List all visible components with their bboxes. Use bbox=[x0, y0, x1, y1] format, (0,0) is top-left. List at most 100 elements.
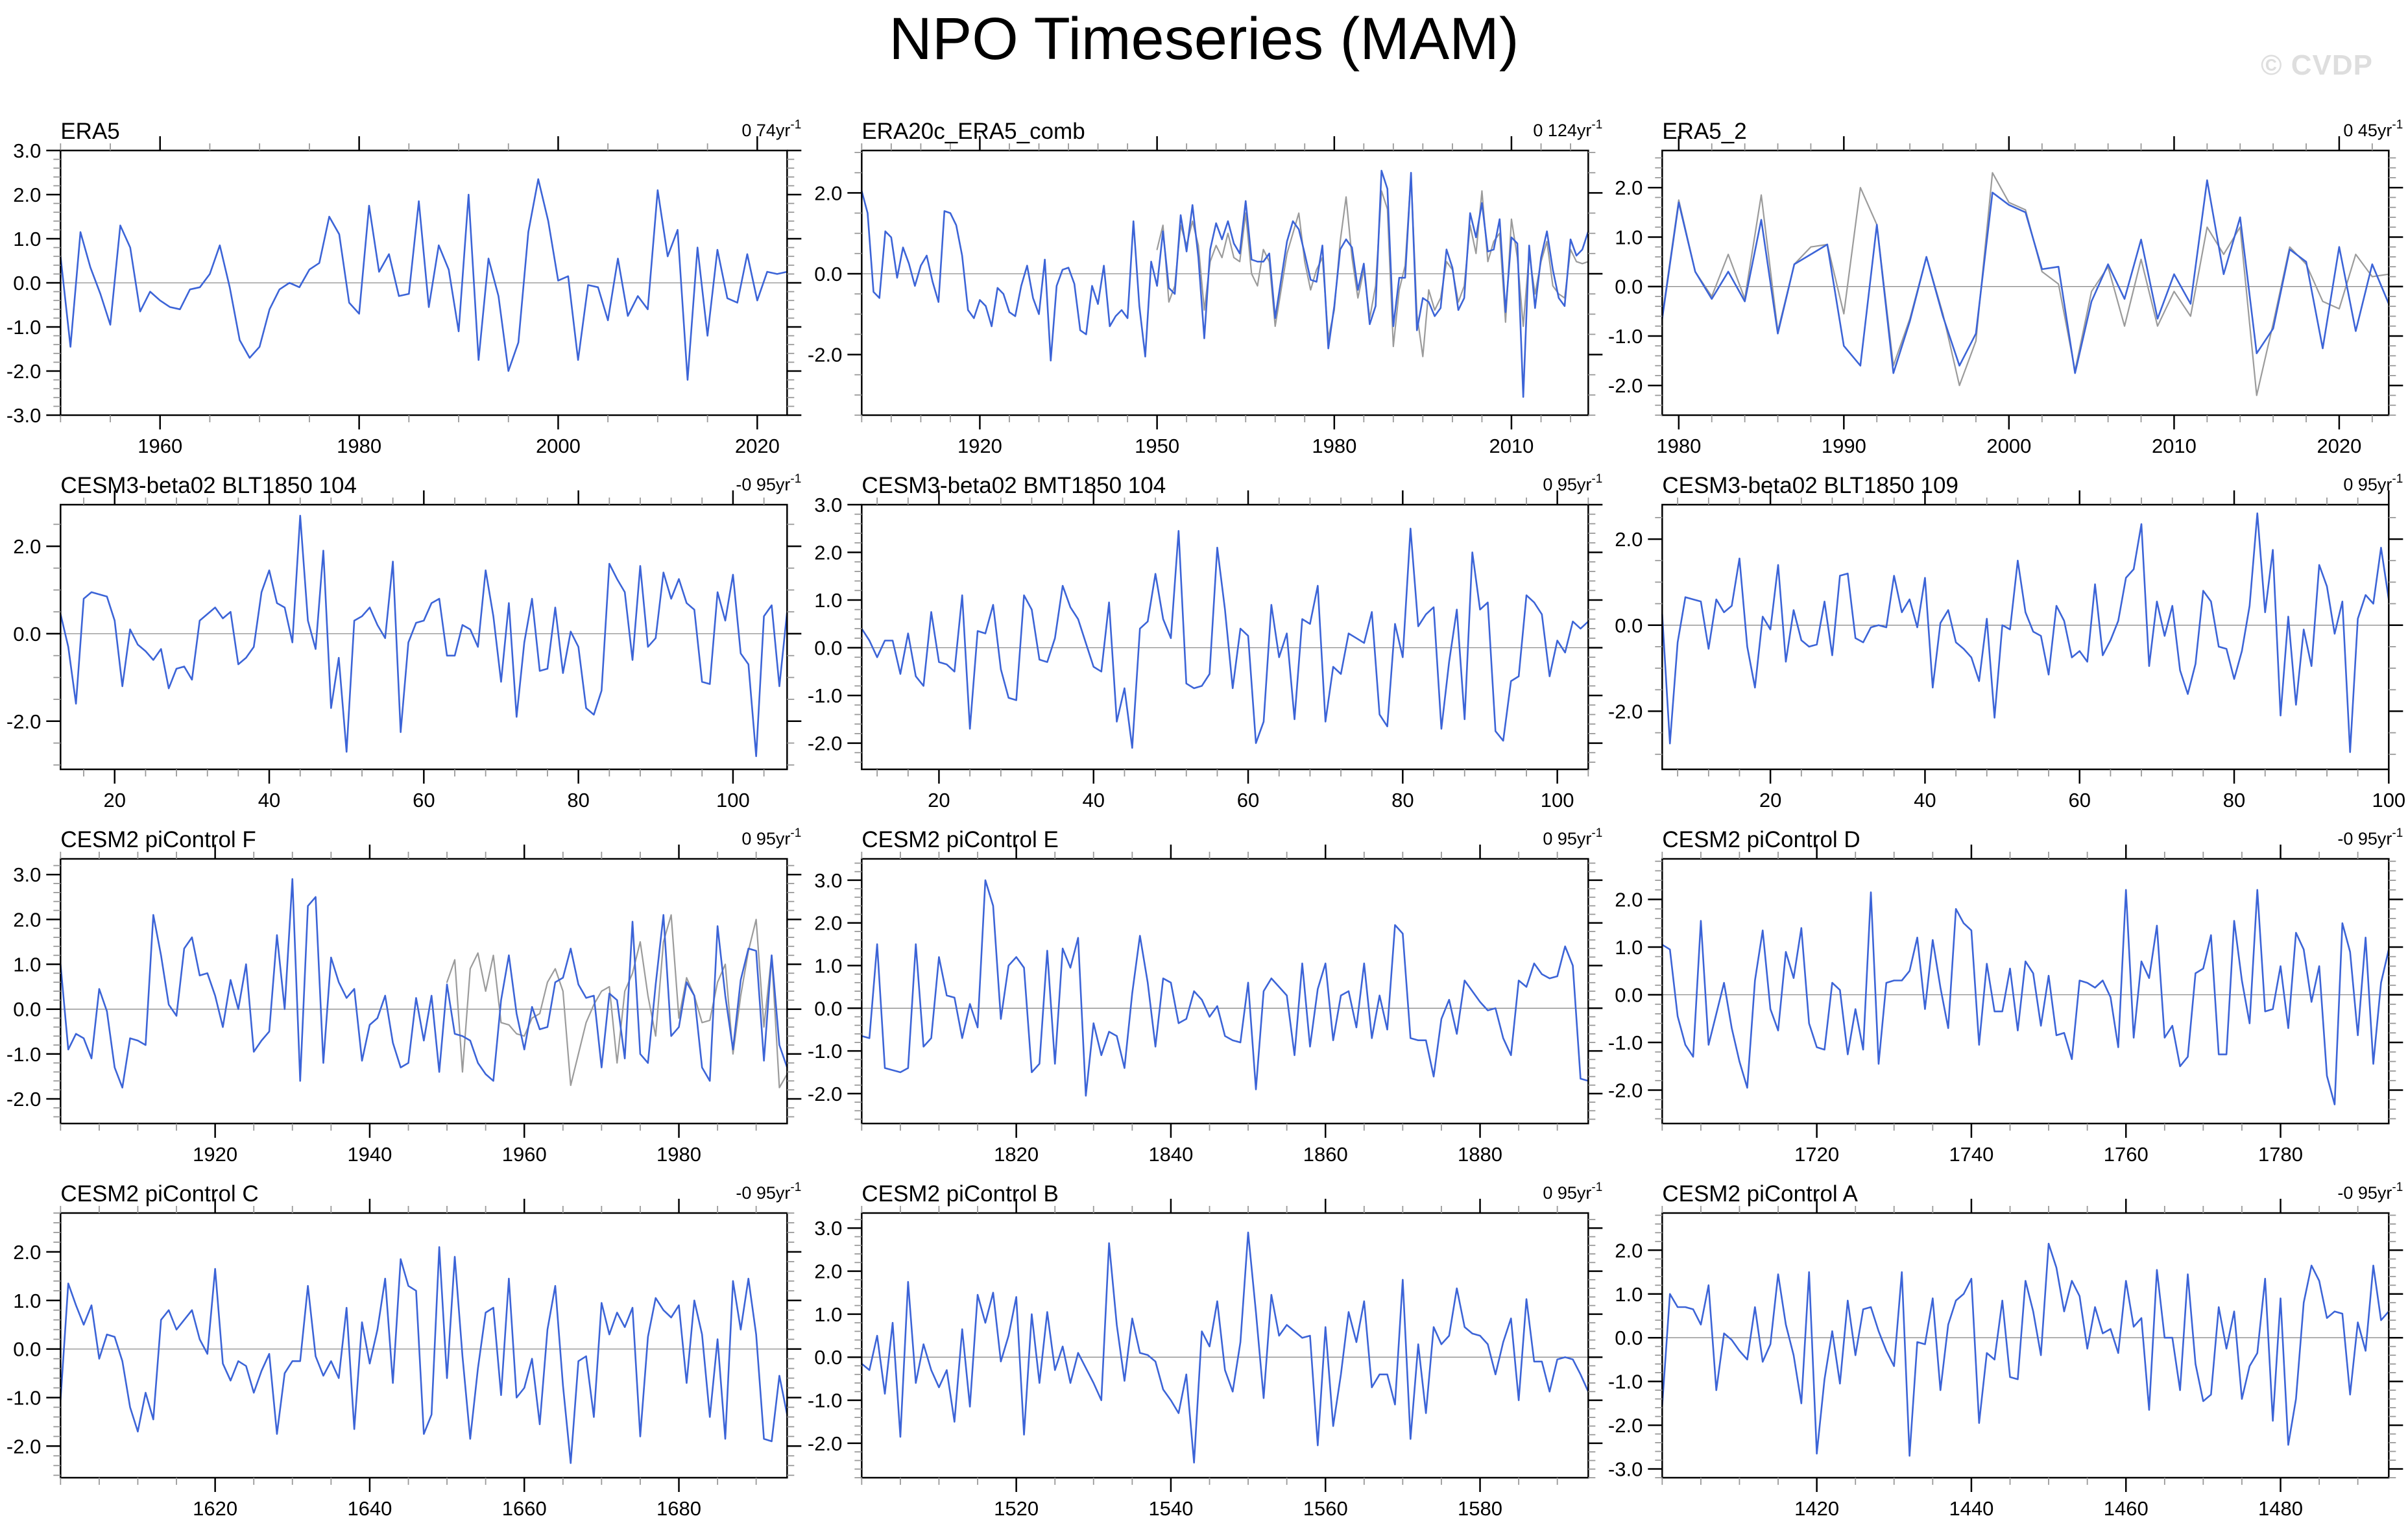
panel-title: ERA5 bbox=[60, 119, 119, 144]
x-tick-label: 1880 bbox=[1458, 1143, 1502, 1166]
trend-annotation: 0 95yr-1 bbox=[1543, 1181, 1602, 1203]
x-tick-label: 20 bbox=[1759, 789, 1781, 812]
x-tick-label: 40 bbox=[1082, 789, 1104, 812]
y-tick-label: 1.0 bbox=[1615, 226, 1643, 249]
y-tick-label: 1.0 bbox=[13, 228, 41, 250]
y-tick-label: -2.0 bbox=[808, 732, 842, 755]
chart-panel-9: 1720 1740 1760 1780 2.0 1.0 0.0 -1.0 -2.0 CESM2 p… bbox=[1608, 826, 2403, 1166]
y-tick-label: -2.0 bbox=[1608, 1079, 1643, 1102]
y-tick-label: 3.0 bbox=[13, 139, 41, 162]
y-tick-label: 3.0 bbox=[814, 1217, 842, 1240]
x-tick-label: 1940 bbox=[347, 1143, 392, 1166]
x-tick-label: 80 bbox=[567, 789, 589, 812]
y-tick-label: 2.0 bbox=[13, 535, 41, 558]
y-tick-label: 1.0 bbox=[13, 954, 41, 976]
y-tick-label: -2.0 bbox=[6, 360, 41, 383]
x-tick-label: 1980 bbox=[1657, 435, 1702, 457]
x-tick-label: 80 bbox=[1391, 789, 1414, 812]
chart-panel-4: 20 40 60 80 100 2.0 0.0 -2.0 CESM3-beta02 BLT185… bbox=[6, 472, 802, 812]
chart-panel-11: 1520 1540 1560 1580 3.0 2.0 1.0 0.0 -1.0 -2.0 CESM… bbox=[808, 1181, 1602, 1520]
y-tick-label: -3.0 bbox=[1608, 1458, 1643, 1481]
panel-title: CESM2 piControl A bbox=[1663, 1181, 1859, 1207]
y-tick-label: 2.0 bbox=[814, 912, 842, 935]
x-tick-label: 2020 bbox=[2317, 435, 2362, 457]
x-tick-label: 20 bbox=[928, 789, 950, 812]
y-tick-label: 1.0 bbox=[814, 1303, 842, 1326]
y-tick-label: 0.0 bbox=[814, 1346, 842, 1369]
x-tick-label: 1720 bbox=[1794, 1143, 1839, 1166]
plot-box bbox=[1661, 149, 2390, 416]
y-tick-label: -1.0 bbox=[808, 684, 842, 707]
chart-panel-10: 1620 1640 1660 1680 2.0 1.0 0.0 -1.0 -2.0 CESM2 p… bbox=[6, 1181, 802, 1520]
x-tick-label: 100 bbox=[716, 789, 750, 812]
x-tick-label: 1640 bbox=[347, 1497, 392, 1520]
plot-box bbox=[1661, 1212, 2390, 1479]
y-tick-label: 1.0 bbox=[814, 589, 842, 612]
panel-title: CESM2 piControl E bbox=[861, 827, 1058, 852]
trend-annotation: 0 95yr-1 bbox=[1543, 826, 1602, 848]
x-tick-label: 1840 bbox=[1148, 1143, 1193, 1166]
y-tick-label: 0.0 bbox=[1615, 276, 1643, 298]
series-piControl-F bbox=[60, 878, 788, 1089]
y-tick-label: -1.0 bbox=[1608, 1371, 1643, 1393]
x-tick-label: 20 bbox=[103, 789, 125, 812]
y-tick-label: 0.0 bbox=[1615, 1327, 1643, 1349]
y-tick-label: 3.0 bbox=[13, 863, 41, 886]
plot-box bbox=[860, 503, 1589, 771]
trend-annotation: 0 124yr-1 bbox=[1533, 118, 1602, 140]
y-tick-label: -2.0 bbox=[6, 1088, 41, 1111]
x-tick-label: 1980 bbox=[656, 1143, 701, 1166]
trend-annotation: 0 45yr-1 bbox=[2344, 118, 2403, 140]
series-overlay-gray bbox=[446, 914, 788, 1088]
chart-panel-12: 1420 1440 1460 1480 2.0 1.0 0.0 -1.0 -2.0 -3.0 CES… bbox=[1608, 1181, 2403, 1520]
x-tick-label: 40 bbox=[258, 789, 280, 812]
y-tick-label: 0.0 bbox=[13, 998, 41, 1021]
trend-annotation: 0 74yr-1 bbox=[741, 118, 801, 140]
x-tick-label: 1860 bbox=[1303, 1143, 1347, 1166]
series-piControl-A bbox=[1661, 1242, 2390, 1457]
x-tick-label: 1780 bbox=[2258, 1143, 2303, 1166]
page-title: NPO Timeseries (MAM) bbox=[889, 6, 1519, 72]
series-piControl-D bbox=[1661, 889, 2390, 1105]
y-tick-label: 2.0 bbox=[1615, 889, 1643, 911]
y-tick-label: -1.0 bbox=[6, 1387, 41, 1410]
y-tick-label: 0.0 bbox=[814, 263, 842, 285]
series-BMT1850-104 bbox=[860, 527, 1589, 749]
y-tick-label: -2.0 bbox=[1608, 374, 1643, 397]
series-BLT1850-109 bbox=[1661, 512, 2390, 753]
trend-annotation: 0 95yr-1 bbox=[741, 826, 801, 848]
chart-panel-8: 1820 1840 1860 1880 3.0 2.0 1.0 0.0 -1.0 -2.0 CESM… bbox=[808, 826, 1602, 1166]
series-piControl-B bbox=[860, 1231, 1589, 1464]
y-tick-label: -2.0 bbox=[1608, 1414, 1643, 1437]
charts-grid: 1960 1980 2000 2020 3.0 2.0 1.0 0.0 -1.0 -2.0 -3.0… bbox=[3, 110, 2405, 1527]
x-tick-label: 1680 bbox=[656, 1497, 701, 1520]
series-piControl-C bbox=[60, 1246, 788, 1464]
y-tick-label: 0.0 bbox=[1615, 614, 1643, 637]
x-tick-label: 80 bbox=[2223, 789, 2245, 812]
series-ERA5 bbox=[60, 178, 788, 381]
series-ERA5_2 bbox=[1661, 179, 2390, 374]
panel-title: CESM2 piControl D bbox=[1663, 827, 1860, 852]
x-tick-label: 2010 bbox=[1489, 435, 1534, 457]
y-tick-label: -2.0 bbox=[808, 1083, 842, 1105]
trend-annotation: -0 95yr-1 bbox=[736, 472, 801, 494]
y-tick-label: 2.0 bbox=[1615, 1239, 1643, 1262]
y-tick-label: -1.0 bbox=[1608, 325, 1643, 348]
plot-box bbox=[860, 858, 1589, 1125]
plot-box bbox=[60, 858, 788, 1125]
trend-annotation: -0 95yr-1 bbox=[2338, 1181, 2403, 1203]
x-tick-label: 1460 bbox=[2104, 1497, 2149, 1520]
y-tick-label: 0.0 bbox=[814, 997, 842, 1020]
x-tick-label: 1740 bbox=[1949, 1143, 1994, 1166]
y-tick-label: 0.0 bbox=[1615, 984, 1643, 1007]
x-tick-label: 1560 bbox=[1303, 1497, 1347, 1520]
y-tick-label: -2.0 bbox=[808, 344, 842, 367]
y-tick-label: 1.0 bbox=[1615, 936, 1643, 959]
x-tick-label: 1480 bbox=[2258, 1497, 2303, 1520]
x-tick-label: 1990 bbox=[1822, 435, 1866, 457]
y-tick-label: -1.0 bbox=[808, 1389, 842, 1412]
y-tick-label: 2.0 bbox=[1615, 528, 1643, 551]
trend-annotation: 0 95yr-1 bbox=[1543, 472, 1602, 494]
plot-box bbox=[1661, 503, 2390, 771]
panel-title: CESM3-beta02 BLT1850 109 bbox=[1663, 473, 1959, 498]
